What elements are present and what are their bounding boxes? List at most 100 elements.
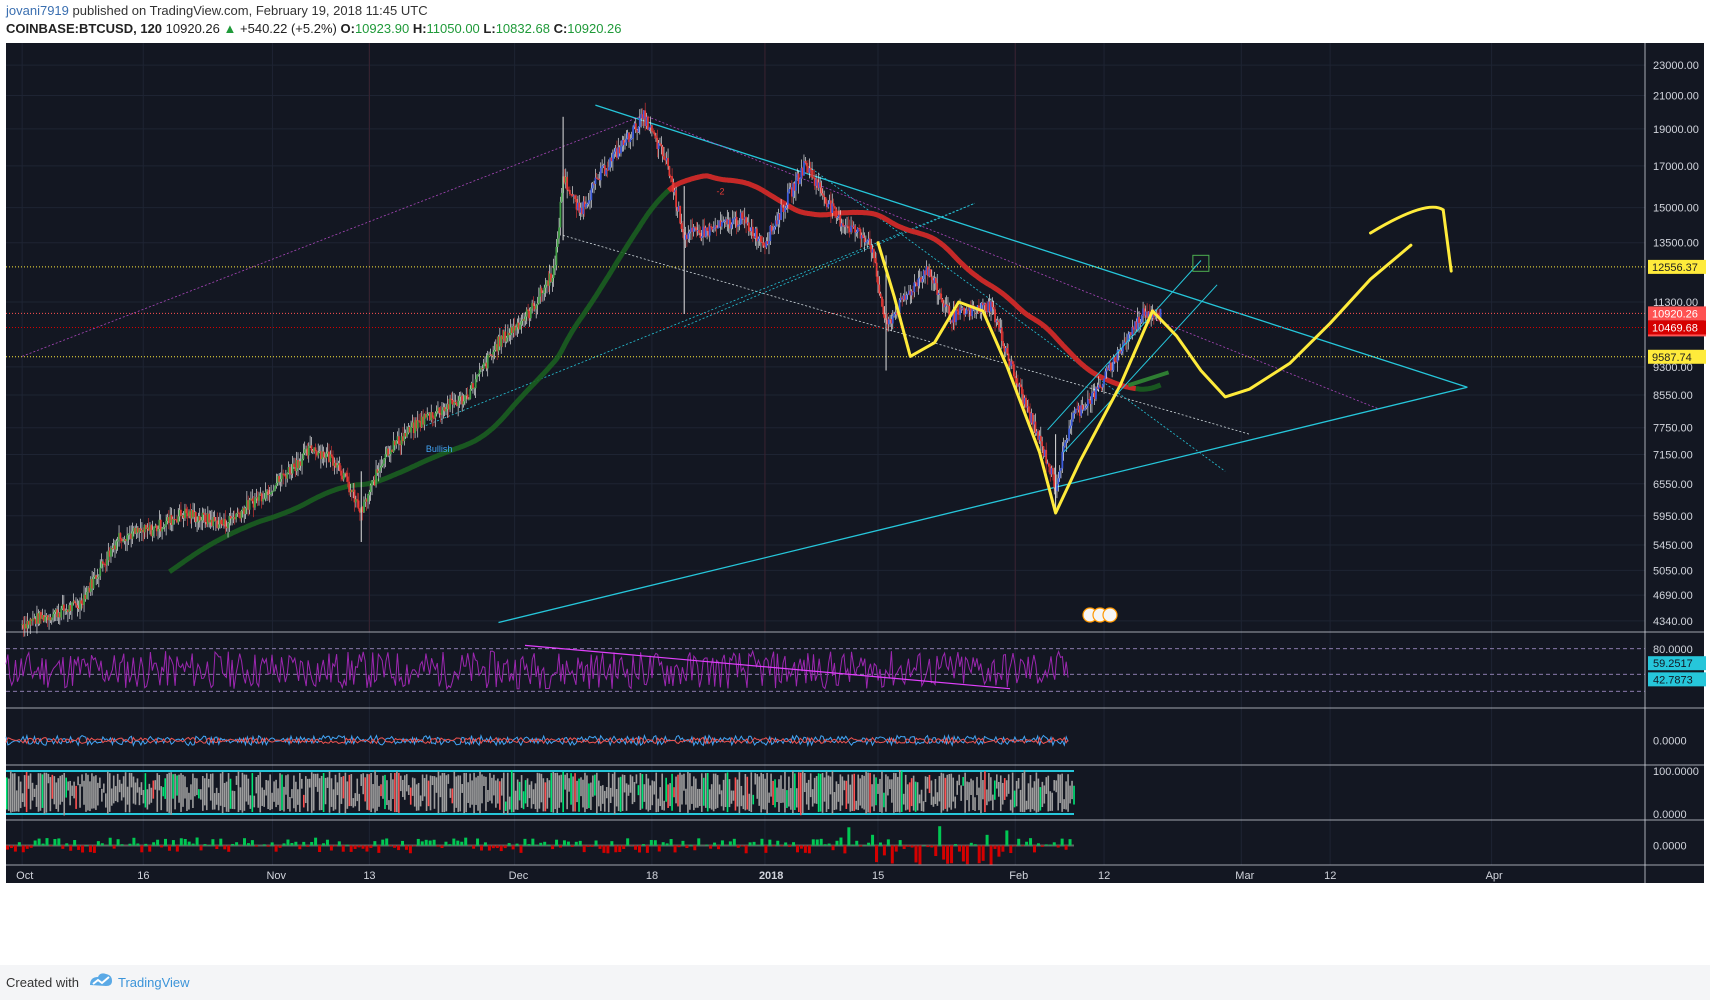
publish-date: published on TradingView.com, February 1… xyxy=(72,3,428,18)
stoch-bar xyxy=(344,772,347,814)
candle-body xyxy=(379,467,381,471)
rsi-value-text: 59.2517 xyxy=(1653,658,1693,670)
histogram-bar xyxy=(148,845,152,852)
stoch-bar xyxy=(1035,772,1038,813)
candle-body xyxy=(1119,349,1122,354)
price-tick-label: 9300.00 xyxy=(1653,362,1693,374)
candle-body xyxy=(540,288,543,294)
stoch-bar xyxy=(677,774,679,807)
candle-body xyxy=(209,519,212,523)
candle-body xyxy=(200,520,203,522)
candle-body xyxy=(1156,312,1159,314)
stoch-bar xyxy=(710,784,713,810)
candle-body xyxy=(570,194,573,196)
candle-body xyxy=(354,499,357,503)
candle-body xyxy=(161,528,163,532)
candle-body xyxy=(951,320,953,323)
stoch-bar xyxy=(445,775,448,812)
histogram-bar xyxy=(566,841,570,846)
candle-body xyxy=(162,527,165,529)
candle-body xyxy=(595,177,598,179)
candle-body xyxy=(462,401,465,405)
stoch-bar xyxy=(259,772,262,813)
stoch-bar xyxy=(396,771,398,813)
histogram-bar xyxy=(215,845,219,850)
candle-body xyxy=(902,295,905,300)
stoch-bar xyxy=(718,784,721,795)
histogram-bar xyxy=(156,839,160,846)
candle-body xyxy=(1138,316,1140,324)
histogram-bar xyxy=(389,845,393,847)
candle-body xyxy=(838,214,840,217)
histogram-bar xyxy=(171,840,175,846)
stoch-bar xyxy=(655,772,658,813)
histogram-bar xyxy=(578,840,582,846)
histogram-bar xyxy=(444,841,448,846)
histogram-bar xyxy=(223,845,227,850)
candle-body xyxy=(106,560,108,565)
candle-body xyxy=(381,463,384,466)
price-chart[interactable]: Bullish-223000.0021000.0019000.0017000.0… xyxy=(0,40,1710,965)
candle-body xyxy=(180,509,182,516)
candle-body xyxy=(1033,421,1035,425)
stoch-bar xyxy=(491,777,493,804)
stoch-bar xyxy=(966,781,968,801)
stoch-bar xyxy=(471,780,473,805)
candle-body xyxy=(671,176,673,183)
candle-body xyxy=(276,475,279,483)
candle-body xyxy=(1062,446,1065,452)
stoch-bar xyxy=(560,774,562,803)
histogram-bar xyxy=(827,843,831,846)
candle-body xyxy=(53,611,56,615)
candle-body xyxy=(310,445,313,451)
histogram-bar xyxy=(894,845,898,852)
candle-body xyxy=(906,293,909,296)
stoch-bar xyxy=(772,780,774,806)
candle-body xyxy=(571,194,574,197)
stoch-bar xyxy=(883,792,885,808)
candle-body xyxy=(481,368,484,370)
candle-body xyxy=(984,303,987,311)
candle-body xyxy=(722,221,725,223)
stoch-bar xyxy=(87,774,89,811)
stoch-bar xyxy=(736,779,739,807)
stoch-bar xyxy=(912,775,915,811)
candle-body xyxy=(979,311,982,313)
candle-body xyxy=(298,461,301,469)
histogram-bar xyxy=(910,845,914,848)
stoch-bar xyxy=(661,773,663,810)
tradingview-brand-link[interactable]: TradingView xyxy=(118,975,190,990)
candle-body xyxy=(279,479,282,482)
price-tick-label: 21000.00 xyxy=(1653,90,1699,102)
candle-body xyxy=(661,146,664,157)
candle-body xyxy=(817,182,820,188)
candle-body xyxy=(899,297,902,301)
stoch-bar xyxy=(611,773,614,797)
oscillator-zero-label: 0.0000 xyxy=(1653,736,1687,748)
histogram-bar xyxy=(310,842,314,846)
candle-body xyxy=(520,321,523,325)
candle-body xyxy=(948,306,951,321)
author-link[interactable]: jovani7919 xyxy=(6,3,69,18)
candle-body xyxy=(965,309,968,314)
candle-body xyxy=(196,521,198,523)
histogram-bar xyxy=(187,841,191,846)
chart-area[interactable]: Bullish -2 23000.00 21000.00 19000.00 17000.0… xyxy=(0,40,1710,965)
candle-body xyxy=(458,396,461,401)
price-tick-label: 5950.00 xyxy=(1653,511,1693,523)
candle-body xyxy=(835,208,838,218)
candle-body xyxy=(707,230,710,236)
candle-body xyxy=(999,327,1002,330)
stoch-bar xyxy=(269,774,271,811)
candle-body xyxy=(613,151,616,155)
candle-body xyxy=(243,507,246,514)
stoch-bar xyxy=(126,786,129,805)
stoch-bar xyxy=(833,792,836,810)
channel-line xyxy=(1047,260,1202,431)
candle-body xyxy=(338,462,341,471)
stoch-bar xyxy=(441,772,444,813)
stoch-bar xyxy=(1023,770,1026,813)
stoch-bar xyxy=(540,773,543,803)
stoch-bar xyxy=(461,783,463,793)
candle-body xyxy=(255,497,258,499)
